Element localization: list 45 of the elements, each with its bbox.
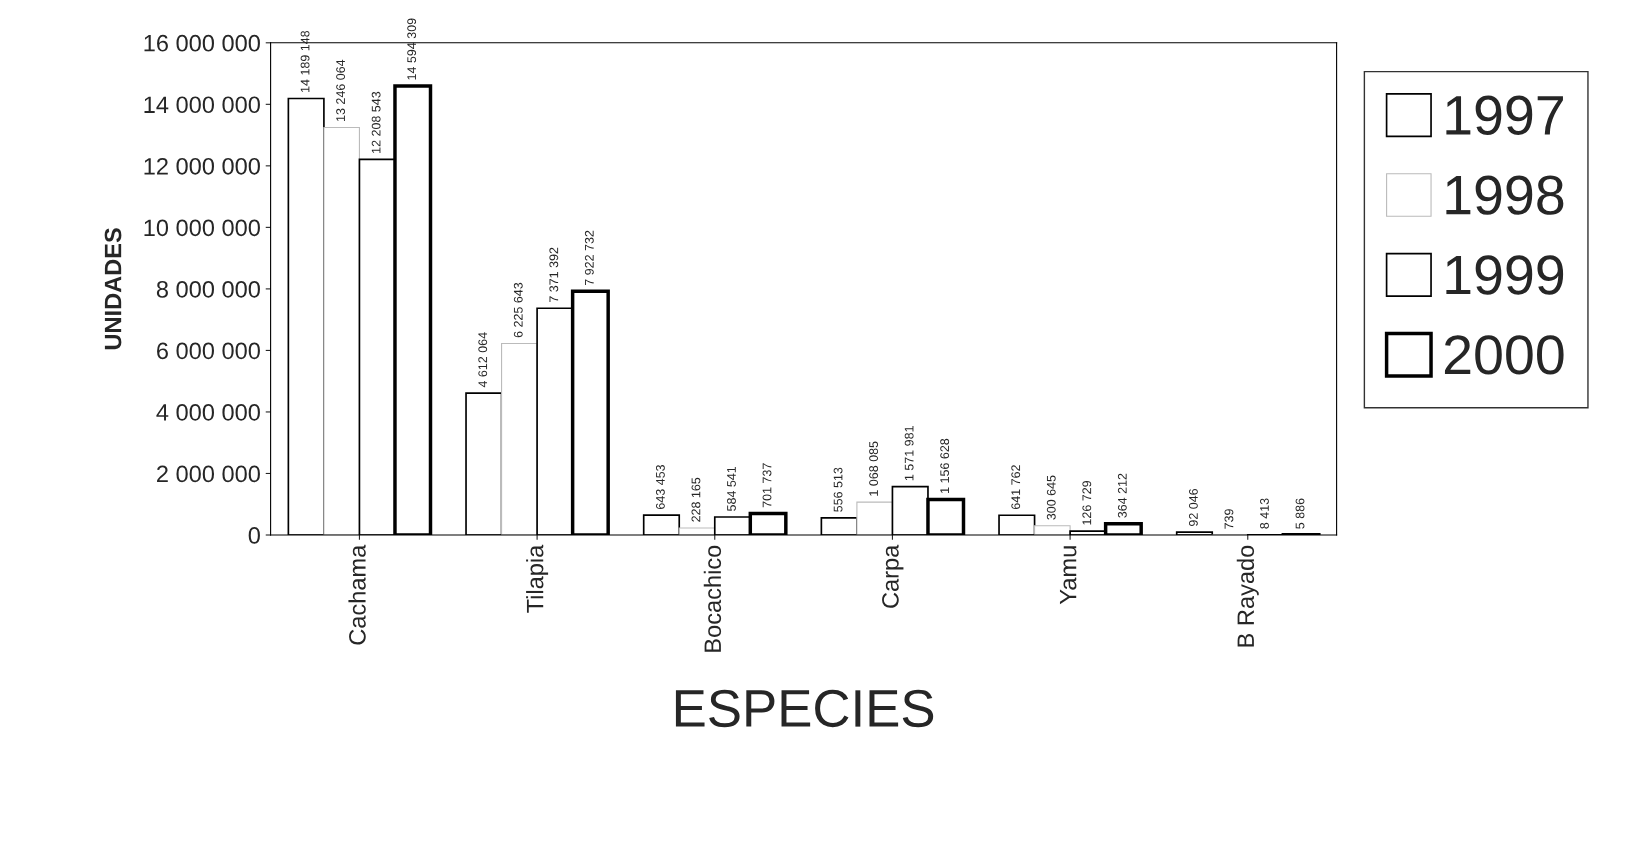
data-label: 300 645 — [1046, 475, 1056, 520]
data-label: 1 571 981 — [904, 426, 914, 481]
legend-label: 1997 — [1446, 95, 1563, 135]
data-label: 12 208 543 — [371, 91, 381, 153]
y-tick-label: 10 000 000 — [144, 219, 260, 237]
data-label: 701 737 — [762, 463, 772, 508]
data-label: 7 922 732 — [584, 230, 594, 286]
data-label: 14 189 148 — [300, 30, 310, 92]
data-label: 1 156 628 — [940, 438, 950, 493]
y-tick-label: 14 000 000 — [144, 96, 260, 114]
data-label: 641 762 — [1011, 465, 1021, 510]
x-tick-label: Bocachico — [703, 545, 722, 652]
data-label: 92 046 — [1188, 488, 1198, 527]
data-label: 228 165 — [691, 477, 701, 522]
data-label: 6 225 643 — [513, 282, 523, 338]
y-tick-label: 4 000 000 — [156, 404, 260, 421]
data-label: 739 — [1224, 509, 1234, 529]
y-axis-title: UNIDADES — [104, 228, 122, 350]
data-label: 126 729 — [1082, 480, 1092, 525]
data-label: 364 212 — [1117, 473, 1127, 518]
y-tick-label: 6 000 000 — [157, 342, 260, 360]
y-tick-label: 0 — [248, 527, 260, 544]
x-tick-label: Yamu — [1059, 546, 1077, 605]
y-tick-label: 12 000 000 — [144, 157, 260, 175]
data-label: 14 594 309 — [407, 18, 417, 80]
x-tick-label: Tilapia — [526, 544, 549, 613]
legend-label: 1998 — [1446, 175, 1564, 215]
data-label: 8 413 — [1260, 498, 1269, 529]
legend-label: 2000 — [1444, 335, 1564, 375]
y-tick-label: 16 000 000 — [144, 34, 260, 52]
data-label: 7 371 392 — [549, 247, 559, 303]
data-label: 5 886 — [1295, 498, 1305, 529]
data-label: 4 612 064 — [478, 332, 488, 388]
data-label: 556 513 — [833, 467, 843, 512]
x-tick-label: Carpa — [882, 544, 904, 608]
data-label: 643 453 — [655, 465, 665, 510]
x-axis-title: ESPECIES — [675, 689, 934, 728]
data-label: 584 541 — [727, 466, 736, 511]
x-tick-label: Cachama — [348, 544, 366, 645]
legend-label: 1999 — [1446, 255, 1564, 295]
y-tick-label: 2 000 000 — [157, 465, 260, 483]
data-label: 13 246 064 — [336, 59, 346, 122]
data-label: 1 068 085 — [869, 441, 879, 496]
x-tick-label: B Rayado — [1236, 545, 1259, 647]
y-tick-label: 8 000 000 — [156, 280, 260, 298]
